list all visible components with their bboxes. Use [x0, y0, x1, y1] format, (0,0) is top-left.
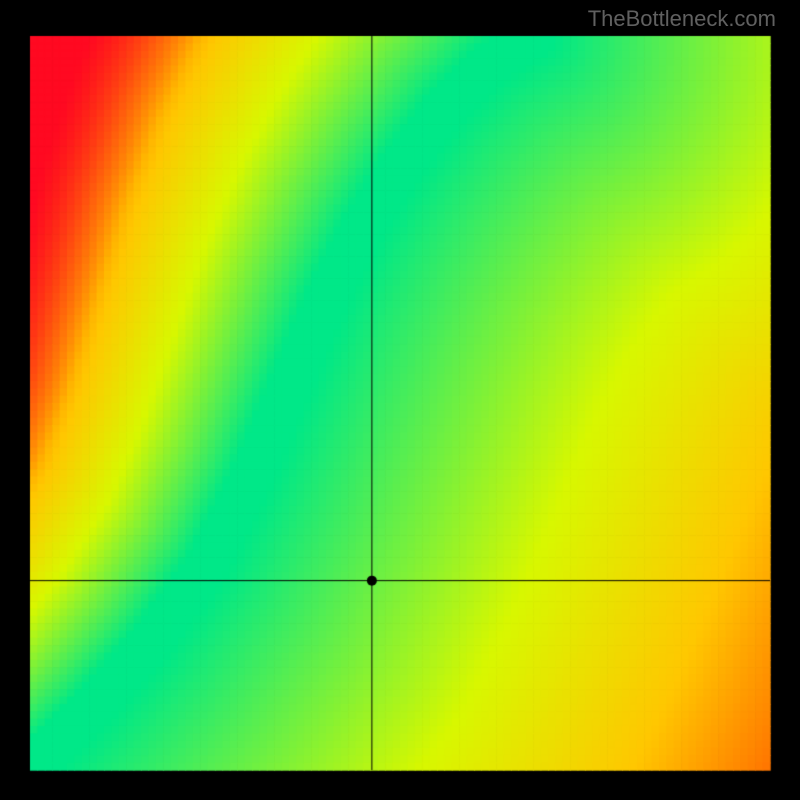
watermark-text: TheBottleneck.com [588, 6, 776, 32]
bottleneck-heatmap [0, 0, 800, 800]
